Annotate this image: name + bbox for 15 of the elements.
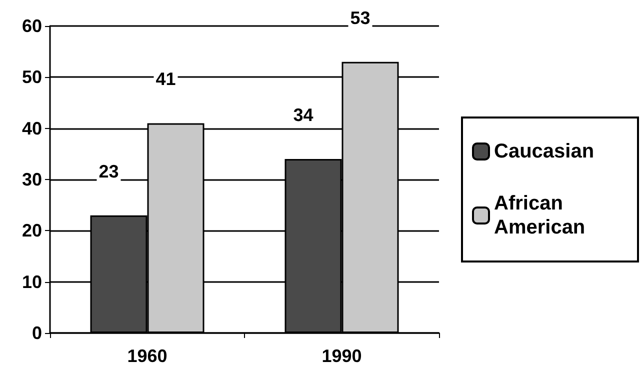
data-label: 53 — [350, 8, 370, 28]
data-label: 23 — [98, 161, 119, 182]
y-tick-label: 10 — [22, 272, 42, 292]
y-tick-label: 0 — [32, 323, 42, 343]
y-tick-label: 20 — [22, 220, 42, 241]
x-tick-label: 1960 — [127, 346, 168, 366]
legend-label: Caucasian — [494, 140, 594, 162]
data-label: 41 — [156, 69, 176, 90]
data-label: 34 — [293, 105, 314, 126]
y-tick-label: 60 — [22, 16, 42, 36]
y-tick-label: 40 — [22, 118, 42, 138]
x-tick-label: 1990 — [322, 346, 362, 366]
y-tick-label: 50 — [22, 67, 42, 88]
y-tick-label: 30 — [22, 170, 42, 190]
legend-label: African American — [494, 192, 586, 238]
